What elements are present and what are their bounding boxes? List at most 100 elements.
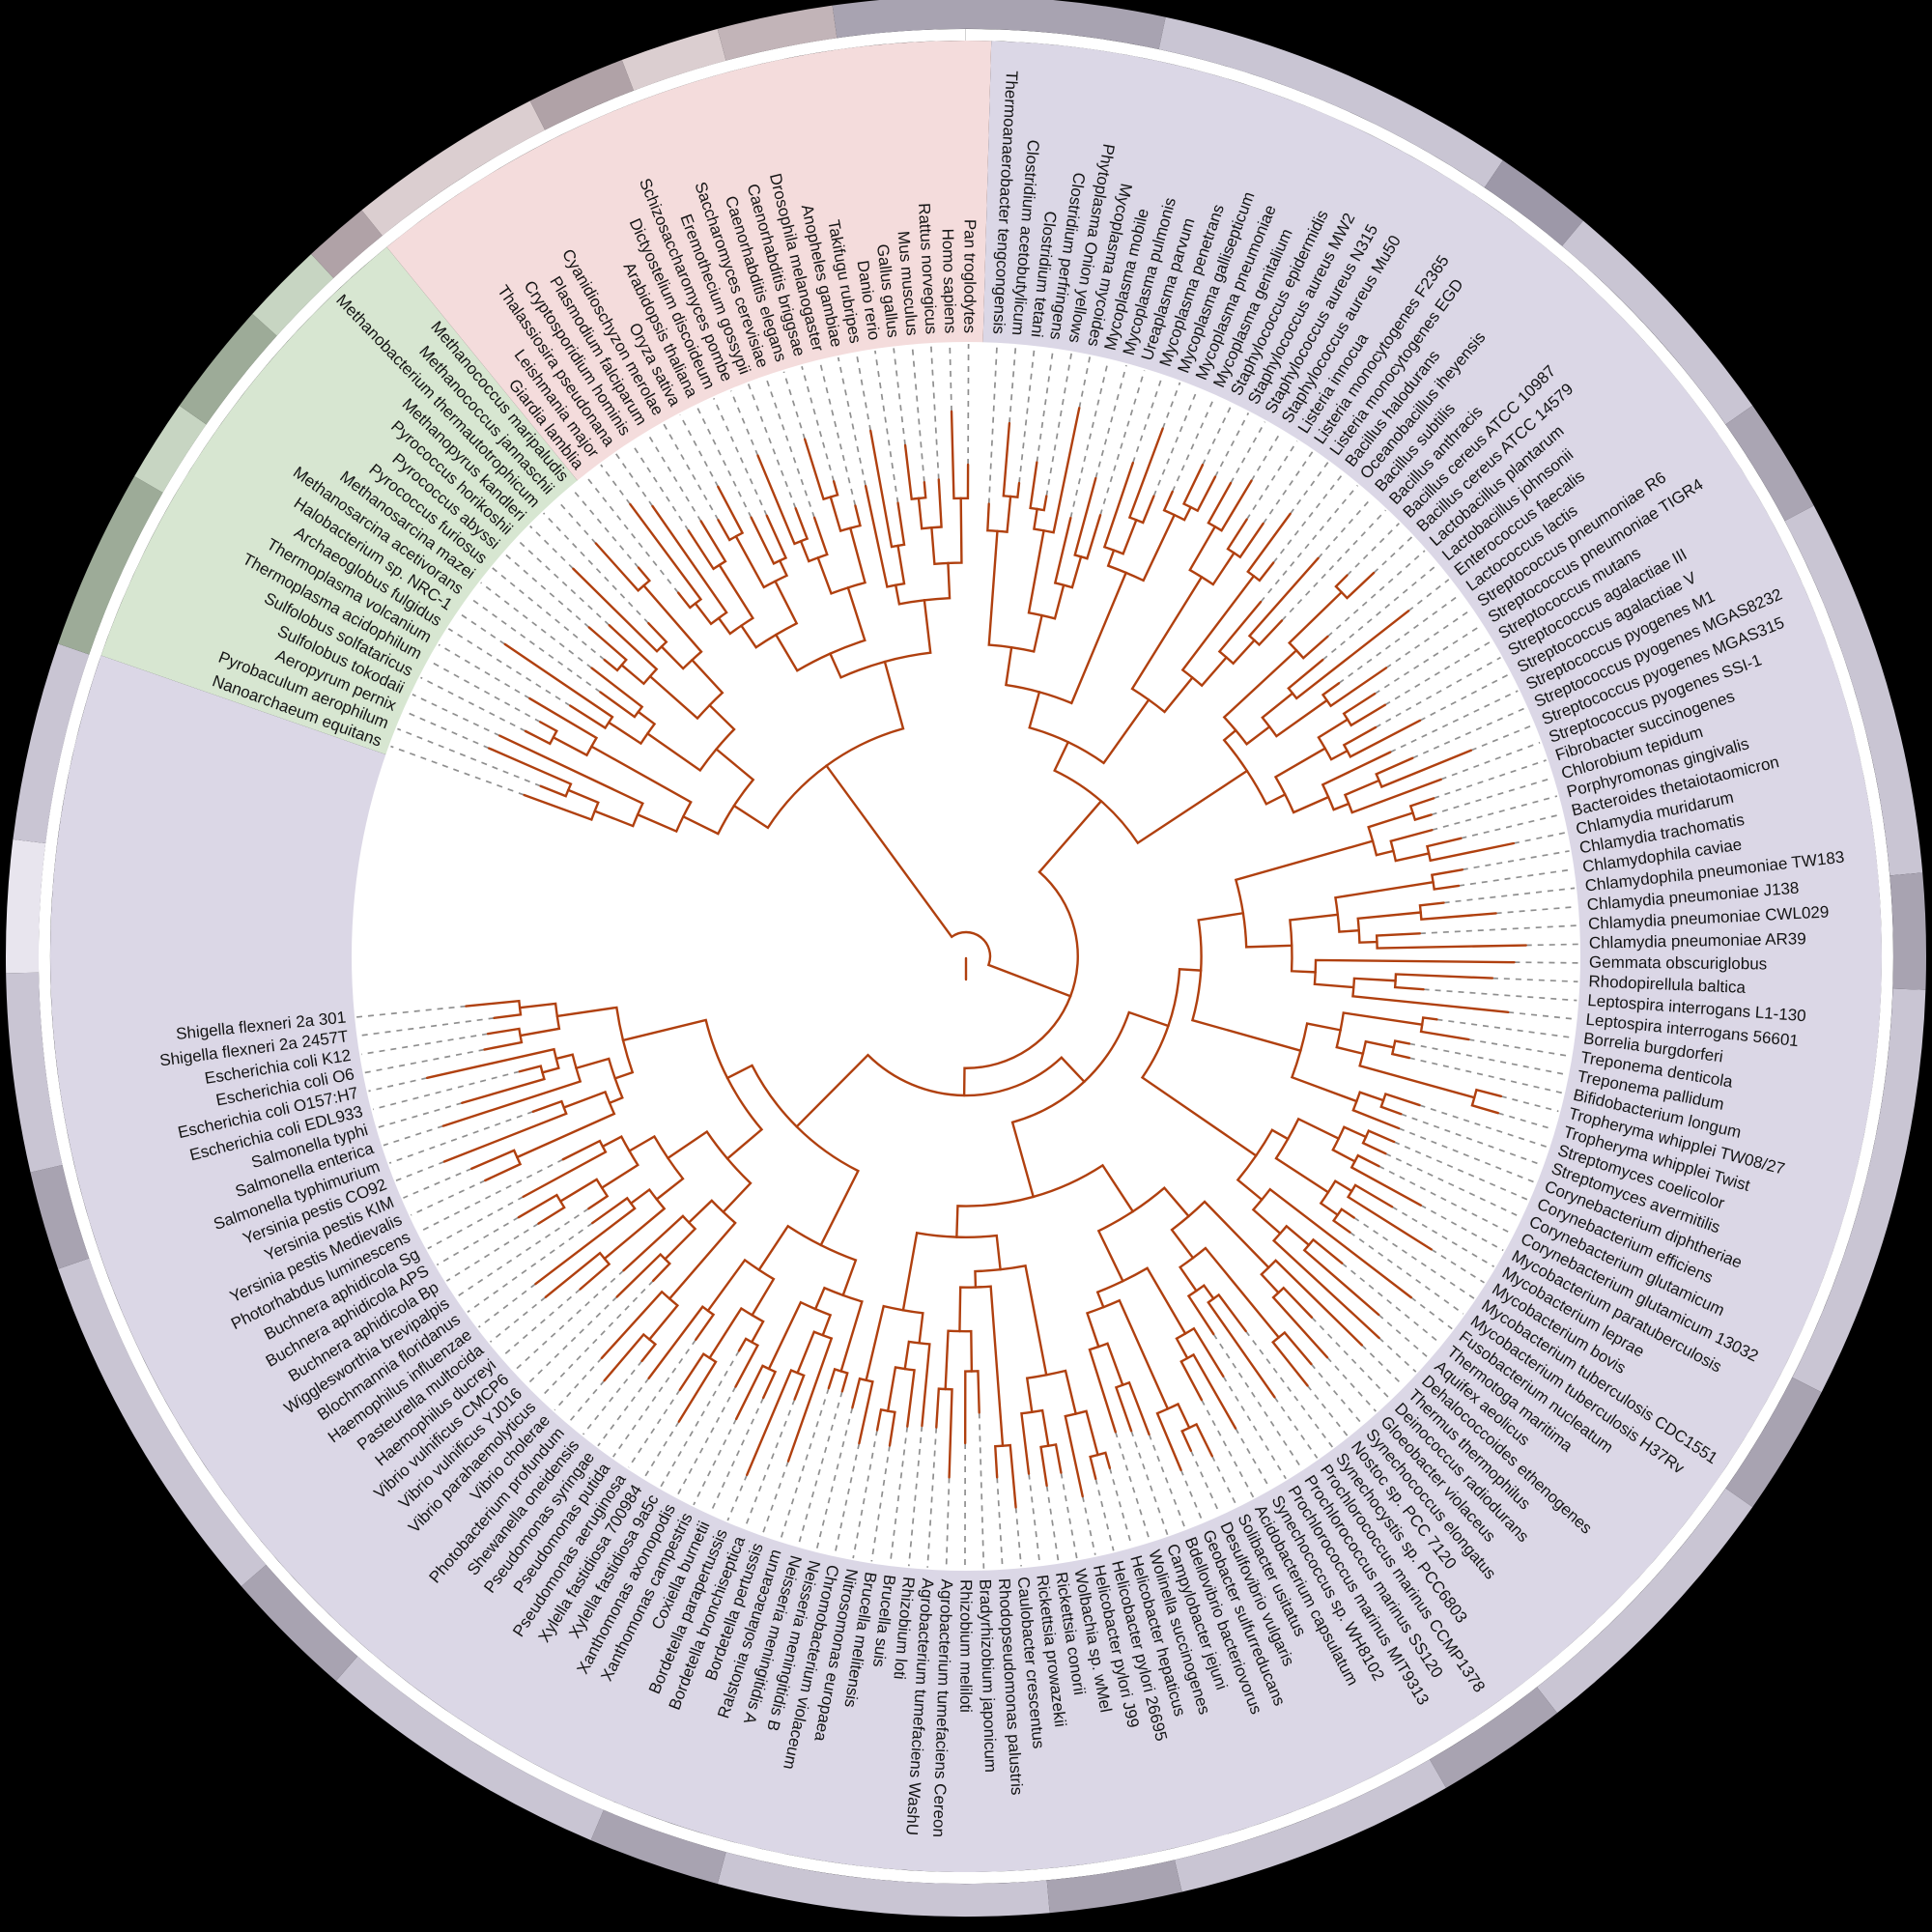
tree-branch xyxy=(746,1368,799,1476)
leaf-connector xyxy=(646,433,702,522)
ring-segment xyxy=(361,100,546,236)
tree-branch xyxy=(962,995,1072,1097)
tree-branch xyxy=(947,497,963,565)
tree-branch xyxy=(1253,619,1284,647)
leaf-connector xyxy=(570,487,639,569)
tree-branch xyxy=(1124,513,1176,582)
tree-branch xyxy=(1190,969,1302,1052)
leaf-connector xyxy=(1378,1165,1513,1235)
tree-branch xyxy=(1331,1137,1356,1163)
tree-branch xyxy=(1346,703,1387,727)
tree-branch xyxy=(1390,1046,1411,1060)
tree-branch xyxy=(1294,635,1329,660)
ring-segment xyxy=(179,313,277,425)
leaf-connector xyxy=(1099,370,1146,516)
leaf-connector xyxy=(388,1110,534,1164)
tree-branch xyxy=(622,1214,691,1272)
leaf-connector xyxy=(1433,759,1547,800)
tree-branch xyxy=(1346,719,1422,758)
leaf-connector xyxy=(1384,640,1492,706)
leaf-connector xyxy=(874,350,899,503)
tree-branch xyxy=(819,1243,858,1297)
tree-branch xyxy=(1319,1191,1339,1216)
tree-branch xyxy=(715,748,755,808)
tree-branch xyxy=(706,1258,760,1313)
tree-branch xyxy=(774,580,799,637)
leaf-connector xyxy=(987,344,998,504)
leaf-connector xyxy=(1036,350,1054,463)
species-label: Homo sapiens xyxy=(939,228,960,333)
ring-segment xyxy=(590,1809,726,1885)
tree-branch xyxy=(849,504,862,529)
ring-segment xyxy=(1889,872,1926,990)
tree-branch xyxy=(717,485,745,538)
tree-branch xyxy=(621,1018,729,1080)
leaf-connector xyxy=(1245,440,1298,521)
leaf-connector xyxy=(447,628,571,707)
tree-branch xyxy=(1351,1099,1401,1130)
leaf-connector xyxy=(679,413,720,488)
tree-branch xyxy=(959,463,970,499)
tree-branch xyxy=(917,481,927,500)
leaf-connector xyxy=(368,1077,428,1093)
leaf-connector xyxy=(765,377,815,519)
tree-branch xyxy=(1271,1336,1309,1387)
leaf-connector xyxy=(1384,1152,1521,1218)
species-label: Pan troglodytes xyxy=(960,219,979,333)
leaf-connector xyxy=(801,365,835,482)
leaf-connector xyxy=(1375,656,1501,728)
tree-branch xyxy=(629,1187,659,1205)
leaf-connector xyxy=(834,1442,861,1555)
leaf-connector xyxy=(1161,382,1181,429)
tree-branch xyxy=(1274,1137,1330,1194)
leaf-connector xyxy=(429,660,541,724)
tree-branch xyxy=(1040,583,1065,620)
tree-branch xyxy=(544,1251,607,1298)
tree-branch xyxy=(901,1231,958,1312)
tree-branch xyxy=(1020,1410,1034,1475)
tree-branch xyxy=(993,1444,1005,1479)
tree-branch xyxy=(722,1157,753,1213)
tree-branch xyxy=(1191,656,1228,688)
tree-branch xyxy=(1095,1279,1124,1309)
ring-segment xyxy=(58,1258,267,1587)
ring-segment xyxy=(621,28,726,91)
tree-branch xyxy=(591,1196,633,1225)
tree-branch xyxy=(1313,971,1355,989)
leaf-connector xyxy=(467,1222,593,1314)
ring-segment xyxy=(832,0,1166,49)
tree-branch xyxy=(1222,728,1249,773)
ring-segment xyxy=(311,210,383,278)
leaf-connector xyxy=(1244,1330,1334,1448)
tree-branch xyxy=(1331,1213,1351,1234)
tree-branch xyxy=(518,1002,559,1018)
tree-branch xyxy=(767,1300,817,1371)
species-label: Rhizobium meliloti xyxy=(956,1579,975,1713)
tree-branch xyxy=(1135,495,1155,525)
tree-branch xyxy=(708,1306,753,1359)
leaf-connector xyxy=(870,1445,891,1562)
leaf-connector xyxy=(418,1158,564,1234)
leaf-connector xyxy=(1310,1363,1363,1425)
tree-branch xyxy=(1064,1412,1084,1498)
leaf-connector xyxy=(395,1160,445,1181)
leaf-connector xyxy=(1468,1038,1571,1058)
leaf-connector xyxy=(1398,1127,1536,1183)
leaf-connector xyxy=(477,1283,536,1328)
leaf-connector xyxy=(631,442,690,531)
ring-segment xyxy=(1484,159,1583,246)
tree-branch xyxy=(1291,610,1410,700)
tree-branch xyxy=(503,642,614,724)
leaf-connector xyxy=(1500,1095,1559,1113)
tree-branch xyxy=(1236,1154,1264,1202)
leaf-connector xyxy=(364,1048,485,1074)
leaf-connector xyxy=(1109,1467,1133,1547)
tree-branch xyxy=(667,1129,729,1160)
leaf-connector xyxy=(1385,609,1472,669)
leaf-connector xyxy=(1378,1337,1417,1373)
tree-branch xyxy=(979,935,1072,998)
tree-branch xyxy=(1062,555,1083,589)
tree-branch xyxy=(1037,571,1127,705)
leaf-connector xyxy=(1361,1344,1404,1386)
leaf-connector xyxy=(404,710,490,750)
